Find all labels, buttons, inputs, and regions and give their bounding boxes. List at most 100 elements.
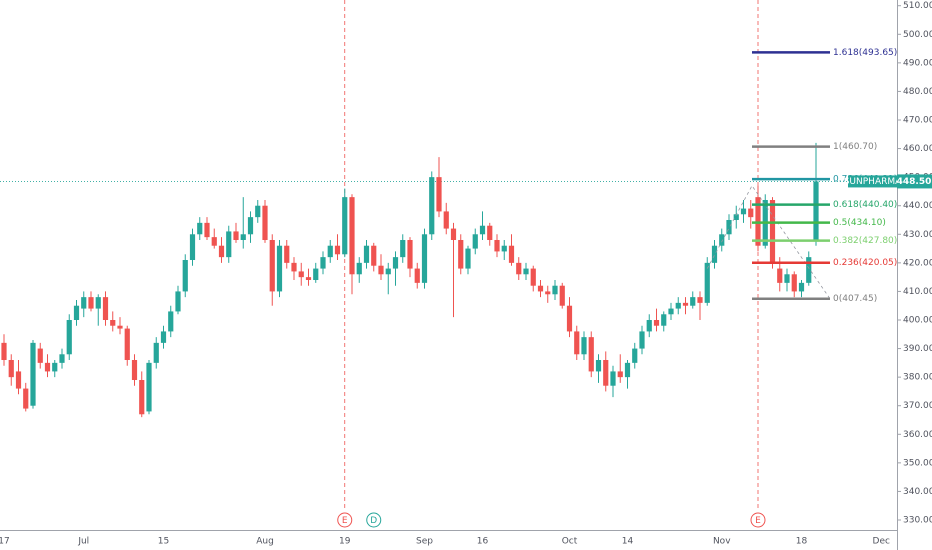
event-marker: [337, 512, 353, 528]
candle-body: [748, 208, 754, 218]
fib-label: 0(407.45): [833, 294, 877, 304]
y-tick-label: 390.00: [903, 344, 932, 354]
y-tick-label: 500.00: [903, 30, 932, 40]
candle-body: [740, 208, 747, 215]
candle-body: [429, 177, 435, 235]
candle-body: [516, 262, 522, 275]
candle-body: [327, 245, 333, 258]
y-tick-label: 510.00: [903, 1, 932, 11]
fib-label: 0.618(440.40): [833, 200, 897, 210]
event-marker: [366, 512, 382, 528]
symbol-label: SUNPHARMA: [844, 177, 902, 187]
candle-body: [30, 342, 36, 406]
candle-body: [211, 237, 217, 246]
fib-label: 0.5(434.10): [833, 218, 886, 228]
candle-body: [566, 305, 573, 332]
event-label: E: [755, 516, 761, 526]
candle-body: [653, 320, 660, 326]
candle-body: [784, 274, 790, 283]
candle-body: [588, 337, 594, 372]
candle-body: [88, 297, 94, 309]
price-tag: [897, 174, 932, 189]
candle-body: [349, 197, 355, 275]
candle-body: [371, 245, 377, 266]
y-tick-label: 490.00: [903, 58, 932, 68]
candle-body: [769, 200, 776, 263]
candle-body: [175, 291, 181, 312]
x-tick-label: Sep: [416, 537, 433, 547]
fib-label: 1.618(493.65): [833, 48, 897, 58]
candle-body: [305, 277, 312, 280]
candle-body: [813, 181, 819, 240]
candle-body: [508, 245, 515, 263]
candle-body: [552, 285, 558, 295]
candle-body: [131, 360, 138, 380]
candle-body: [392, 257, 399, 269]
price-tag-label: 448.50: [897, 177, 932, 187]
x-tick-label: Dec: [873, 537, 890, 547]
candle-body: [276, 245, 283, 292]
candle-body: [603, 360, 609, 386]
candle-body: [363, 245, 370, 263]
candle-body: [262, 205, 268, 240]
candle-body: [733, 214, 739, 220]
candle-body: [291, 262, 297, 272]
candle-body: [559, 285, 565, 306]
candle-body: [73, 305, 80, 320]
y-tick-label: 430.00: [903, 230, 932, 240]
candle-body: [421, 234, 428, 283]
candle-body: [791, 274, 797, 292]
candle-body: [407, 240, 413, 269]
candle-body: [646, 320, 652, 332]
fib-label: 1(460.70): [833, 142, 877, 152]
candle-body: [450, 228, 457, 240]
candle-body: [102, 297, 109, 320]
candle-body: [617, 371, 623, 378]
candle-body: [523, 268, 529, 275]
candle-body: [226, 231, 232, 258]
candle-body: [284, 245, 290, 263]
candle-body: [581, 337, 587, 355]
candle-body: [479, 225, 486, 235]
candle-body: [255, 205, 261, 218]
candle-body: [269, 240, 275, 292]
candle-body: [675, 302, 681, 309]
candle-body: [711, 245, 718, 263]
candle-body: [182, 260, 188, 292]
candle-body: [458, 240, 464, 269]
candle-body: [530, 268, 536, 286]
x-tick-label: 14: [622, 537, 634, 547]
candle-body: [240, 234, 246, 240]
candle-body: [668, 308, 674, 315]
candle-body: [52, 362, 58, 372]
candle-body: [414, 268, 420, 283]
candle-body: [320, 257, 326, 269]
candle-body: [218, 245, 225, 258]
y-tick-label: 480.00: [903, 87, 932, 97]
candle-body: [494, 240, 500, 252]
candle-body: [334, 245, 341, 255]
event-label: D: [370, 516, 377, 526]
candle-body: [23, 388, 29, 409]
candle-body: [501, 245, 507, 252]
candle-body: [342, 197, 348, 255]
candle-body: [1, 342, 7, 360]
x-tick-label: Jul: [77, 537, 89, 547]
candle-body: [189, 234, 196, 260]
candle-body: [313, 268, 319, 280]
candle-body: [59, 354, 65, 363]
candle-body: [160, 331, 167, 343]
candle-body: [719, 234, 725, 246]
candle-body: [139, 380, 145, 415]
x-tick-label: 16: [477, 537, 489, 547]
candle-body: [81, 297, 87, 309]
candle-body: [247, 217, 254, 235]
event-marker: [750, 512, 766, 528]
fib-label: 0.236(420.05): [833, 258, 897, 268]
y-tick-label: 410.00: [903, 287, 932, 297]
candle-body: [595, 360, 602, 372]
candle-body: [110, 320, 116, 326]
y-tick-label: 470.00: [903, 116, 932, 126]
